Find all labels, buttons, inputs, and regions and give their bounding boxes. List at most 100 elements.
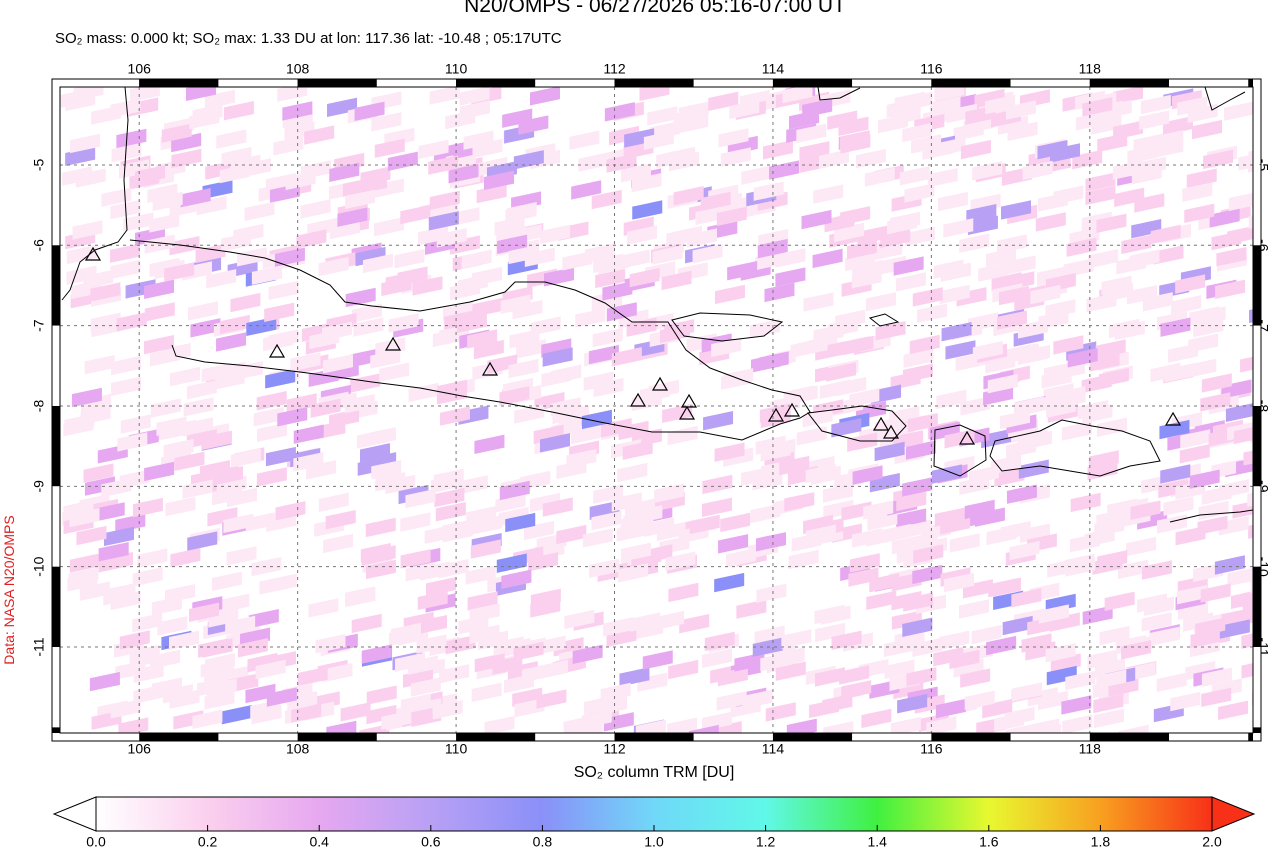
so2-pixel (1156, 672, 1187, 693)
so2-pixel (1176, 584, 1207, 605)
so2-pixel (1113, 87, 1144, 105)
so2-pixel (132, 612, 163, 633)
so2-pixel (934, 87, 965, 102)
so2-pixel (151, 596, 182, 616)
so2-pixel (656, 148, 687, 169)
so2-pixel (831, 630, 862, 650)
so2-pixel (143, 335, 174, 355)
so2-pixel (187, 301, 218, 321)
so2-pixel (812, 248, 843, 269)
subtitle: SO₂ mass: 0.000 kt; SO₂ max: 1.33 DU at … (55, 30, 562, 47)
so2-pixel (796, 426, 827, 446)
so2-pixel (1149, 626, 1180, 646)
so2-pixel (1225, 402, 1253, 423)
coastline-flores (1204, 87, 1246, 111)
so2-pixel (344, 393, 375, 414)
so2-pixel (407, 655, 438, 675)
title: N20/OMPS - 06/27/2026 05:16-07:00 UT (464, 0, 846, 17)
so2-pixel (351, 303, 382, 323)
so2-pixel (1218, 479, 1249, 499)
so2-pixel (999, 409, 1030, 430)
so2-pixel (216, 332, 247, 352)
so2-pixel (1061, 695, 1092, 715)
so2-pixel (1063, 258, 1094, 278)
frame-segment (1248, 79, 1253, 87)
so2-pixel (964, 499, 995, 520)
so2-pixel (1046, 398, 1077, 418)
so2-pixel (635, 719, 666, 733)
y-tick-label: -7 (31, 319, 47, 332)
so2-pixel (716, 206, 747, 226)
so2-pixel (1005, 100, 1036, 120)
map-frame: 106 106 108 108 110 110 112 112 114 114 116 116 118 1… (31, 61, 1272, 757)
so2-pixel (606, 302, 637, 322)
so2-pixel (387, 151, 418, 172)
colorbar-tick-label: 1.4 (867, 834, 887, 850)
so2-pixel (394, 248, 425, 269)
so2-pixel (1113, 120, 1144, 140)
so2-pixel (356, 429, 387, 449)
so2-pixel (264, 302, 295, 323)
so2-pixel (1139, 110, 1170, 130)
so2-pixel (922, 140, 953, 160)
so2-pixel (686, 228, 717, 248)
so2-pixel (120, 414, 151, 434)
so2-pixel (1017, 319, 1048, 339)
so2-pixel (960, 139, 991, 160)
so2-pixel (466, 506, 497, 526)
so2-pixel (1209, 208, 1240, 228)
so2-pixel (1195, 617, 1226, 637)
so2-pixel (204, 662, 235, 682)
so2-pixel (110, 699, 141, 719)
so2-pixel (1157, 514, 1188, 534)
so2-pixel (840, 134, 871, 154)
so2-pixel (83, 269, 114, 290)
so2-pixel (805, 524, 836, 544)
so2-pixel (436, 228, 467, 248)
so2-pixel (890, 716, 921, 733)
so2-pixel (1189, 469, 1220, 489)
so2-pixel (1228, 191, 1253, 212)
so2-pixel (1008, 343, 1039, 363)
so2-pixel (219, 314, 250, 335)
frame-segment (535, 79, 615, 87)
so2-pixel (1038, 690, 1069, 711)
so2-pixel (1118, 724, 1149, 733)
so2-pixel (986, 525, 1017, 546)
so2-pixel (1095, 339, 1126, 359)
so2-pixel (484, 715, 515, 733)
so2-pixel (187, 531, 218, 551)
so2-pixel (632, 200, 663, 220)
so2-pixel (183, 397, 214, 417)
so2-pixel (1241, 629, 1253, 649)
so2-pixel (266, 687, 297, 707)
so2-pixel (285, 170, 316, 191)
so2-pixel (1198, 500, 1229, 521)
so2-pixel (1126, 536, 1157, 557)
so2-pixel (1053, 335, 1084, 355)
x-tick-label: 118 (1079, 61, 1102, 77)
so2-pixel (998, 285, 1029, 306)
so2-pixel (643, 130, 674, 151)
so2-pixel (110, 98, 141, 118)
so2-pixel (354, 101, 385, 122)
colorbar-tick-label: 0.6 (421, 834, 441, 850)
so2-pixel (381, 276, 412, 297)
x-tick-label: 112 (603, 61, 626, 77)
so2-pixel (230, 292, 261, 313)
so2-pixel (318, 256, 349, 277)
so2-pixel (540, 224, 571, 244)
so2-pixel (1184, 203, 1215, 224)
so2-pixel (322, 321, 353, 342)
so2-pixel (582, 528, 613, 548)
so2-pixel (959, 233, 990, 253)
so2-pixel (604, 102, 635, 122)
y-tick-label: -11 (31, 637, 47, 656)
so2-pixel (1021, 633, 1052, 653)
so2-pixel (779, 455, 810, 476)
so2-pixel (72, 220, 103, 240)
frame-segment (52, 566, 60, 648)
so2-pixel (186, 380, 217, 400)
so2-pixel (1170, 691, 1201, 712)
so2-pixel (1200, 583, 1231, 603)
